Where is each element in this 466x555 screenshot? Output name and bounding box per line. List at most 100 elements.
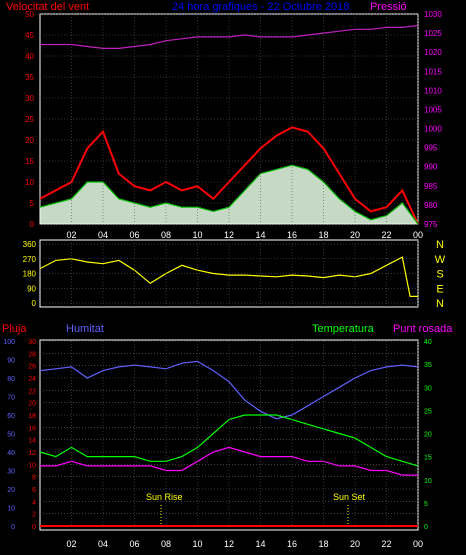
wind-x-tick-label: 16	[287, 230, 297, 240]
wind-x-tick-label: 00	[413, 230, 423, 240]
rain-tick-label: 16	[28, 425, 36, 432]
compass-letter: S	[436, 269, 443, 281]
pressure-title: Pressió	[370, 1, 407, 13]
pressure-tick-label: 1005	[424, 105, 442, 114]
temp-x-tick-label: 16	[287, 539, 297, 549]
wind-x-tick-label: 04	[98, 230, 108, 240]
humidity-tick-label: 100	[3, 339, 15, 346]
pressure-tick-label: 990	[424, 163, 438, 172]
rain-tick-label: 8	[32, 475, 36, 482]
wind-x-tick-label: 22	[381, 230, 391, 240]
compass-letter: E	[436, 283, 443, 295]
rain-tick-label: 2	[32, 512, 36, 519]
wind-x-tick-label: 02	[66, 230, 76, 240]
pressure-tick-label: 995	[424, 144, 438, 153]
temperature-tick-label: 25	[424, 408, 432, 415]
pressure-tick-label: 1030	[424, 10, 442, 19]
dew-point-label: Punt rosada	[393, 323, 453, 335]
humidity-tick-label: 50	[7, 432, 15, 439]
humidity-tick-label: 40	[7, 450, 15, 457]
sun-rise-label: Sun Rise	[146, 492, 183, 502]
rain-tick-label: 14	[28, 438, 36, 445]
wind-x-tick-label: 20	[350, 230, 360, 240]
direction-tick-label: 360	[23, 240, 37, 249]
wind-x-tick-label: 08	[161, 230, 171, 240]
pressure-tick-label: 980	[424, 201, 438, 210]
rain-tick-label: 10	[28, 462, 36, 469]
wind-tick-label: 5	[30, 199, 35, 208]
temperature-tick-label: 40	[424, 339, 432, 346]
pressure-tick-label: 1000	[424, 125, 442, 134]
wind-x-tick-label: 14	[255, 230, 265, 240]
wind-tick-label: 30	[25, 94, 34, 103]
temperature-tick-label: 15	[424, 455, 432, 462]
wind-tick-label: 15	[25, 157, 34, 166]
humidity-tick-label: 30	[7, 469, 15, 476]
wind-tick-label: 10	[25, 178, 34, 187]
rain-tick-label: 26	[28, 364, 36, 371]
direction-tick-label: 0	[32, 299, 37, 308]
rain-tick-label: 0	[32, 524, 36, 531]
wind-tick-label: 0	[30, 220, 35, 229]
temperature-tick-label: 10	[424, 478, 432, 485]
humidity-tick-label: 60	[7, 413, 15, 420]
humidity-tick-label: 90	[7, 358, 15, 365]
rain-tick-label: 30	[28, 339, 36, 346]
rain-tick-label: 12	[28, 450, 36, 457]
temperature-tick-label: 35	[424, 362, 432, 369]
wind-tick-label: 35	[25, 73, 34, 82]
temperature-tick-label: 30	[424, 385, 432, 392]
rain-tick-label: 4	[32, 499, 36, 506]
pressure-tick-label: 1025	[424, 29, 442, 38]
temp-x-tick-label: 22	[381, 539, 391, 549]
direction-tick-label: 90	[27, 284, 36, 293]
sun-set-label: Sun Set	[333, 492, 366, 502]
temp-x-tick-label: 12	[224, 539, 234, 549]
wind-x-tick-label: 12	[224, 230, 234, 240]
temperature-tick-label: 0	[424, 524, 428, 531]
rain-tick-label: 24	[28, 376, 36, 383]
temperature-tick-label: 5	[424, 501, 428, 508]
humidity-tick-label: 0	[11, 524, 15, 531]
wind-speed-title: Velocitat del vent	[6, 1, 89, 13]
rain-tick-label: 20	[28, 401, 36, 408]
wind-x-tick-label: 06	[129, 230, 139, 240]
direction-tick-label: 180	[23, 270, 37, 279]
wind-x-tick-label: 10	[192, 230, 202, 240]
humidity-tick-label: 80	[7, 376, 15, 383]
temp-x-tick-label: 14	[255, 539, 265, 549]
pressure-tick-label: 1010	[424, 86, 442, 95]
rain-tick-label: 22	[28, 388, 36, 395]
rain-tick-label: 28	[28, 351, 36, 358]
wind-tick-label: 25	[25, 115, 34, 124]
pressure-tick-label: 985	[424, 182, 438, 191]
wind-tick-label: 40	[25, 52, 34, 61]
pressure-tick-label: 1015	[424, 67, 442, 76]
dew-point-line	[40, 446, 418, 476]
temp-x-tick-label: 02	[66, 539, 76, 549]
compass-letter: N	[436, 298, 444, 310]
humidity-tick-label: 10	[7, 506, 15, 513]
temp-x-tick-label: 00	[413, 539, 423, 549]
rain-tick-label: 18	[28, 413, 36, 420]
temp-x-tick-label: 08	[161, 539, 171, 549]
pressure-tick-label: 975	[424, 220, 438, 229]
wind-tick-label: 50	[25, 10, 34, 19]
wind-tick-label: 20	[25, 136, 34, 145]
temperature-tick-label: 20	[424, 432, 432, 439]
wind-tick-label: 45	[25, 31, 34, 40]
temp-x-tick-label: 06	[129, 539, 139, 549]
pressure-tick-label: 1020	[424, 48, 442, 57]
humidity-label: Humitat	[66, 323, 104, 335]
temp-x-tick-label: 04	[98, 539, 108, 549]
humidity-tick-label: 20	[7, 487, 15, 494]
compass-letter: N	[436, 239, 444, 251]
humidity-tick-label: 70	[7, 395, 15, 402]
direction-tick-label: 270	[23, 255, 37, 264]
temp-x-tick-label: 20	[350, 539, 360, 549]
wind-direction-line	[39, 256, 418, 297]
rain-label: Pluja	[2, 323, 27, 335]
temperature-label: Temperatura	[312, 323, 375, 335]
rain-tick-label: 6	[32, 487, 36, 494]
